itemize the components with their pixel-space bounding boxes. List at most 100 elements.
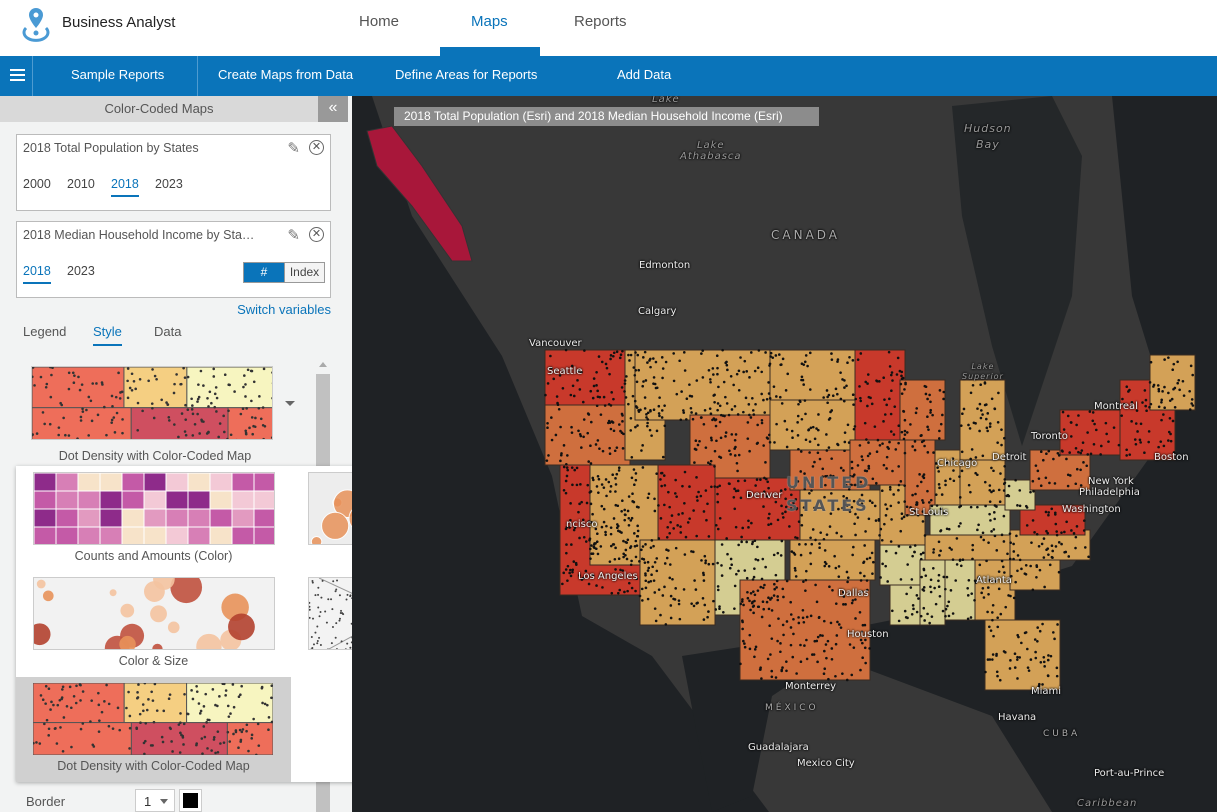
- map-view[interactable]: 2018 Total Population (Esri) and 2018 Me…: [352, 96, 1217, 812]
- tab-legend[interactable]: Legend: [23, 324, 67, 339]
- map-canvas[interactable]: [352, 96, 1217, 812]
- population-dot: [596, 389, 599, 393]
- population-dot: [652, 579, 656, 582]
- population-dot: [920, 440, 924, 444]
- population-dot: [885, 467, 888, 470]
- thumbnail-dot: [227, 715, 231, 718]
- remove-circle-x-icon[interactable]: ✕: [309, 227, 324, 242]
- define-areas-button[interactable]: Define Areas for Reports: [395, 67, 538, 82]
- population-dot: [792, 632, 795, 636]
- thumbnail-dot: [198, 712, 202, 715]
- style-option-dot-density-color[interactable]: Dot Density with Color-Coded Map: [16, 677, 291, 782]
- thumbnail-dot: [346, 642, 349, 645]
- population-dot: [884, 514, 888, 517]
- thumbnail-dot: [114, 395, 118, 399]
- population-dot: [789, 600, 792, 604]
- population-dot: [668, 531, 672, 535]
- thumbnail-dot: [67, 387, 71, 391]
- population-dot: [653, 497, 656, 501]
- thumbnail-dot: [346, 593, 349, 596]
- population-dot: [779, 650, 782, 654]
- population-dot: [578, 502, 581, 506]
- create-maps-button[interactable]: Create Maps from Data: [218, 67, 354, 82]
- style-option-color-size[interactable]: Color & Size: [16, 571, 291, 676]
- population-dot: [1084, 546, 1087, 549]
- population-dot: [620, 386, 624, 389]
- border-width-select[interactable]: 1: [135, 789, 175, 812]
- population-dot: [564, 568, 568, 571]
- year-2000[interactable]: 2000: [23, 177, 51, 191]
- edit-pencil-icon[interactable]: ✎: [287, 140, 300, 157]
- population-dot: [809, 614, 813, 618]
- year-2018[interactable]: 2018: [23, 264, 51, 284]
- toggle-index[interactable]: Index: [284, 263, 324, 282]
- population-dot: [708, 407, 712, 410]
- population-dot: [949, 589, 953, 592]
- population-dot: [915, 594, 919, 597]
- population-dot: [980, 409, 983, 412]
- population-dot: [910, 578, 914, 581]
- thumbnail-region: [34, 473, 57, 492]
- year-2018[interactable]: 2018: [111, 177, 139, 197]
- population-dot: [931, 413, 934, 417]
- thumbnail-dot: [193, 423, 197, 426]
- thumbnail-dot: [68, 685, 72, 689]
- style-dropdown-caret-icon[interactable]: [285, 401, 295, 406]
- current-style-thumbnail[interactable]: [31, 366, 273, 440]
- population-dot: [1063, 550, 1066, 554]
- border-color-swatch[interactable]: [179, 789, 202, 812]
- population-dot: [1041, 683, 1044, 686]
- population-dot: [967, 423, 970, 427]
- population-dot: [865, 469, 869, 473]
- tab-style[interactable]: Style: [93, 324, 122, 346]
- nav-reports[interactable]: Reports: [574, 13, 627, 30]
- population-dot: [609, 544, 613, 548]
- population-dot: [824, 474, 827, 478]
- thumbnail-dot: [110, 418, 114, 422]
- collapse-panel-button[interactable]: «: [318, 96, 348, 122]
- population-dot: [594, 542, 597, 545]
- population-dot: [871, 501, 874, 505]
- nav-maps[interactable]: Maps: [471, 13, 508, 30]
- population-dot: [945, 575, 949, 579]
- menu-icon[interactable]: [10, 69, 25, 82]
- toggle-count[interactable]: #: [244, 263, 284, 282]
- year-2023[interactable]: 2023: [67, 264, 95, 278]
- nav-home[interactable]: Home: [359, 13, 400, 30]
- thumbnail-dot: [227, 383, 231, 387]
- population-dot: [1177, 378, 1181, 382]
- style-option-counts-color[interactable]: Counts and Amounts (Color): [16, 466, 291, 571]
- scroll-up-icon[interactable]: [319, 362, 327, 367]
- population-dot: [903, 609, 907, 613]
- population-dot: [661, 455, 665, 459]
- population-dot: [760, 421, 764, 425]
- remove-circle-x-icon[interactable]: ✕: [309, 140, 324, 155]
- year-2010[interactable]: 2010: [67, 177, 95, 191]
- edit-pencil-icon[interactable]: ✎: [287, 227, 300, 244]
- thumbnail-region: [143, 508, 167, 528]
- population-dot: [1007, 484, 1011, 488]
- population-dot: [1008, 557, 1012, 561]
- population-dot: [958, 475, 961, 478]
- population-dot: [1091, 411, 1095, 414]
- year-2023[interactable]: 2023: [155, 177, 183, 191]
- population-dot: [737, 369, 741, 373]
- switch-variables-link[interactable]: Switch variables: [237, 302, 331, 317]
- population-dot: [822, 672, 826, 676]
- population-dot: [769, 653, 772, 656]
- population-dot: [851, 553, 854, 557]
- population-dot: [1006, 552, 1009, 556]
- population-dot: [747, 526, 750, 529]
- population-dot: [817, 443, 820, 447]
- thumbnail-dot: [250, 399, 253, 403]
- thumbnail-region: [187, 490, 211, 510]
- population-dot: [759, 478, 762, 481]
- population-dot: [882, 420, 885, 423]
- population-dot: [624, 513, 627, 517]
- sample-reports-button[interactable]: Sample Reports: [71, 67, 165, 82]
- tab-data[interactable]: Data: [154, 324, 182, 339]
- add-data-button[interactable]: Add Data: [617, 67, 672, 82]
- population-dot: [839, 466, 843, 470]
- population-dot: [986, 586, 990, 589]
- population-dot: [727, 413, 731, 417]
